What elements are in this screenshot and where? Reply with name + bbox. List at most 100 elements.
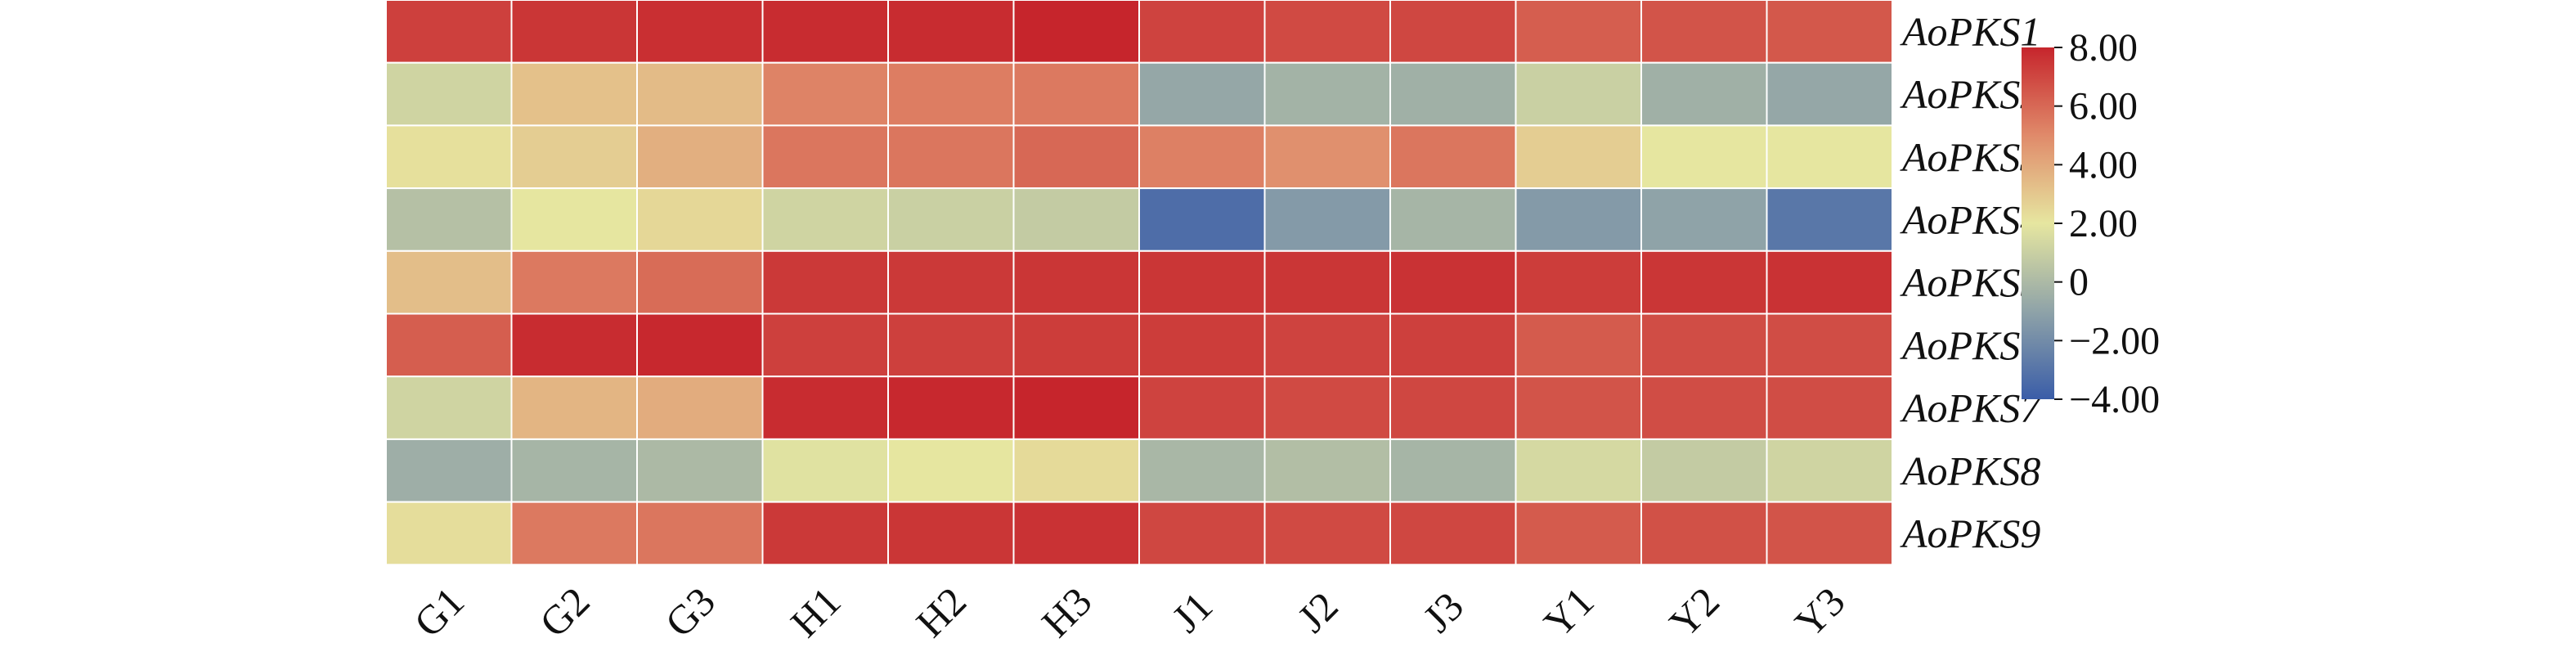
colorbar-tick-label: 2.00 [2069,202,2138,245]
heatmap-cell-AoPKS5-H3 [1012,250,1140,315]
heatmap-cell-AoPKS7-H2 [887,375,1015,440]
heatmap-cell-AoPKS6-Y3 [1766,313,1893,378]
heatmap-cell-AoPKS5-G2 [510,250,638,315]
heatmap-cell-AoPKS9-H2 [887,501,1015,566]
column-label: G1 [405,578,473,646]
heatmap-cell-AoPKS7-J1 [1138,375,1266,440]
heatmap-cell-AoPKS2-H1 [761,61,889,127]
colorbar-gradient [2022,47,2054,399]
heatmap-cell-AoPKS8-Y1 [1515,438,1642,503]
heatmap-cell-AoPKS5-Y3 [1766,250,1893,315]
heatmap-cell-AoPKS1-H3 [1012,0,1140,64]
heatmap-cell-AoPKS2-G1 [385,61,513,127]
column-labels: G1 G2 G3 H1 H2 H3 J1 J2 J3 Y1 Y2 Y3 [405,578,1853,646]
heatmap-cell-AoPKS6-Y1 [1515,313,1642,378]
heatmap-cell-AoPKS2-G3 [636,61,764,127]
heatmap-cell-AoPKS7-J2 [1263,375,1391,440]
heatmap-cell-AoPKS3-Y1 [1515,124,1642,190]
heatmap-cell-AoPKS5-J2 [1263,250,1391,315]
heatmap-cell-AoPKS5-J3 [1389,250,1517,315]
heatmap-cell-AoPKS9-J1 [1138,501,1266,566]
heatmap-cell-AoPKS5-G1 [385,250,513,315]
heatmap-cell-AoPKS4-G1 [385,187,513,252]
heatmap-cell-AoPKS3-Y3 [1766,124,1893,190]
heatmap-cell-AoPKS6-J2 [1263,313,1391,378]
heatmap-cell-AoPKS4-J1 [1138,187,1266,252]
heatmap-cell-AoPKS8-Y2 [1640,438,1768,503]
heatmap-cell-AoPKS9-Y3 [1766,501,1893,566]
row-label: AoPKS5 [1900,259,2040,305]
heatmap-cell-AoPKS3-G3 [636,124,764,190]
column-label: H2 [907,578,975,646]
heatmap-cell-AoPKS8-H2 [887,438,1015,503]
heatmap-cell-AoPKS2-G2 [510,61,638,127]
heatmap-cell-AoPKS5-J1 [1138,250,1266,315]
heatmap-cell-AoPKS1-Y3 [1766,0,1893,64]
heatmap-cell-AoPKS8-H3 [1012,438,1140,503]
column-label: H1 [782,578,850,646]
colorbar-tick-label: 4.00 [2069,143,2138,187]
heatmap-cell-AoPKS4-Y3 [1766,187,1893,252]
heatmap-cell-AoPKS7-H3 [1012,375,1140,440]
colorbar: 8.00 6.00 4.00 2.00 0 −2.00 −4.00 [2022,26,2160,421]
heatmap-cell-AoPKS2-J1 [1138,61,1266,127]
heatmap-cell-AoPKS1-J2 [1263,0,1391,64]
heatmap-cell-AoPKS2-H2 [887,61,1015,127]
heatmap-cell-AoPKS2-H3 [1012,61,1140,127]
heatmap-cell-AoPKS1-J1 [1138,0,1266,64]
column-label: Y1 [1535,578,1603,646]
colorbar-tick-label: 6.00 [2069,85,2138,128]
heatmap-cell-AoPKS7-Y2 [1640,375,1768,440]
heatmap-cell-AoPKS6-H1 [761,313,889,378]
heatmap-cell-AoPKS1-H2 [887,0,1015,64]
column-label: H3 [1033,578,1101,646]
heatmap-cell-AoPKS3-J1 [1138,124,1266,190]
heatmap-cell-AoPKS3-G2 [510,124,638,190]
heatmap-cell-AoPKS2-J3 [1389,61,1517,127]
row-label: AoPKS6 [1900,322,2040,368]
heatmap-cell-AoPKS6-J1 [1138,313,1266,378]
heatmap-cell-AoPKS4-G2 [510,187,638,252]
heatmap-cell-AoPKS3-H2 [887,124,1015,190]
row-label: AoPKS8 [1900,447,2040,493]
heatmap-cell-AoPKS4-Y2 [1640,187,1768,252]
heatmap-cell-AoPKS9-Y1 [1515,501,1642,566]
heatmap-cell-AoPKS7-G1 [385,375,513,440]
heatmap-cell-AoPKS1-G2 [510,0,638,64]
colorbar-tick-label: −2.00 [2069,319,2160,362]
heatmap-cell-AoPKS2-Y2 [1640,61,1768,127]
heatmap-cell-AoPKS5-Y1 [1515,250,1642,315]
column-label: J2 [1289,582,1347,641]
heatmap-cell-AoPKS9-J2 [1263,501,1391,566]
column-label: J1 [1163,582,1221,641]
heatmap-cell-AoPKS3-J2 [1263,124,1391,190]
heatmap-cell-AoPKS3-G1 [385,124,513,190]
heatmap-cell-AoPKS6-Y2 [1640,313,1768,378]
row-label: AoPKS2 [1900,71,2040,117]
column-label: J3 [1414,582,1472,641]
heatmap-cell-AoPKS6-H2 [887,313,1015,378]
heatmap-cell-AoPKS4-H3 [1012,187,1140,252]
heatmap-cell-AoPKS9-H1 [761,501,889,566]
heatmap-cell-AoPKS8-G3 [636,438,764,503]
heatmap-cell-AoPKS8-J1 [1138,438,1266,503]
heatmap-cell-AoPKS8-G2 [510,438,638,503]
heatmap-cell-AoPKS3-J3 [1389,124,1517,190]
row-label: AoPKS7 [1900,385,2042,431]
heatmap-cell-AoPKS1-G1 [385,0,513,64]
heatmap-cell-AoPKS6-H3 [1012,313,1140,378]
heatmap-cell-AoPKS9-G2 [510,501,638,566]
heatmap-cell-AoPKS8-H1 [761,438,889,503]
row-label: AoPKS1 [1900,8,2040,54]
row-label: AoPKS9 [1900,510,2040,556]
heatmap-cell-AoPKS6-G2 [510,313,638,378]
row-label: AoPKS4 [1900,196,2040,242]
row-label: AoPKS3 [1900,134,2040,180]
row-labels: AoPKS1 AoPKS2 AoPKS3 AoPKS4 AoPKS5 AoPKS6 AoPK… [1900,8,2042,556]
heatmap-cell-AoPKS2-J2 [1263,61,1391,127]
heatmap-cell-AoPKS3-H1 [761,124,889,190]
heatmap-cell-AoPKS3-H3 [1012,124,1140,190]
heatmap-cell-AoPKS2-Y3 [1766,61,1893,127]
heatmap-cell-AoPKS3-Y2 [1640,124,1768,190]
